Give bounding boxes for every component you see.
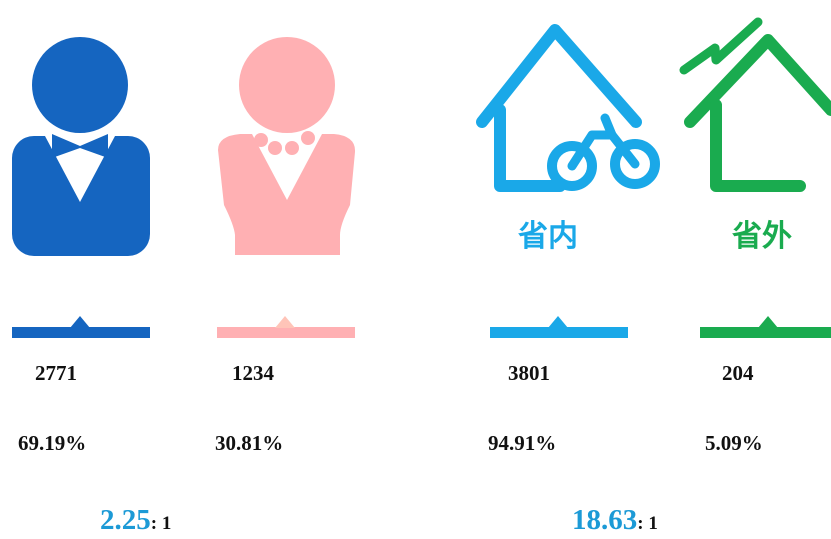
percent: 94.91% (488, 431, 556, 455)
province-label: 省外 (732, 219, 792, 254)
province-label: 省内 (518, 219, 578, 254)
ratio-value: 2.25 (100, 504, 151, 534)
count: 3801 (508, 361, 550, 385)
female-icon (218, 37, 356, 255)
home-icon (476, 24, 660, 192)
count: 1234 (232, 361, 275, 385)
ratio-value: 18.63 (572, 504, 637, 534)
percent: 5.09% (705, 431, 763, 455)
male-icon (12, 37, 150, 256)
count: 2771 (35, 361, 77, 385)
ratio-suffix: : 1 (151, 513, 172, 534)
pointer-bars (12, 316, 831, 338)
ratio: 2.25: 1 (100, 504, 171, 534)
count: 204 (722, 361, 754, 385)
percent: 69.19% (18, 431, 86, 455)
ratio-suffix: : 1 (637, 513, 658, 534)
percent: 30.81% (215, 431, 283, 455)
ratio: 18.63: 1 (572, 504, 658, 534)
away-icon (679, 17, 831, 192)
